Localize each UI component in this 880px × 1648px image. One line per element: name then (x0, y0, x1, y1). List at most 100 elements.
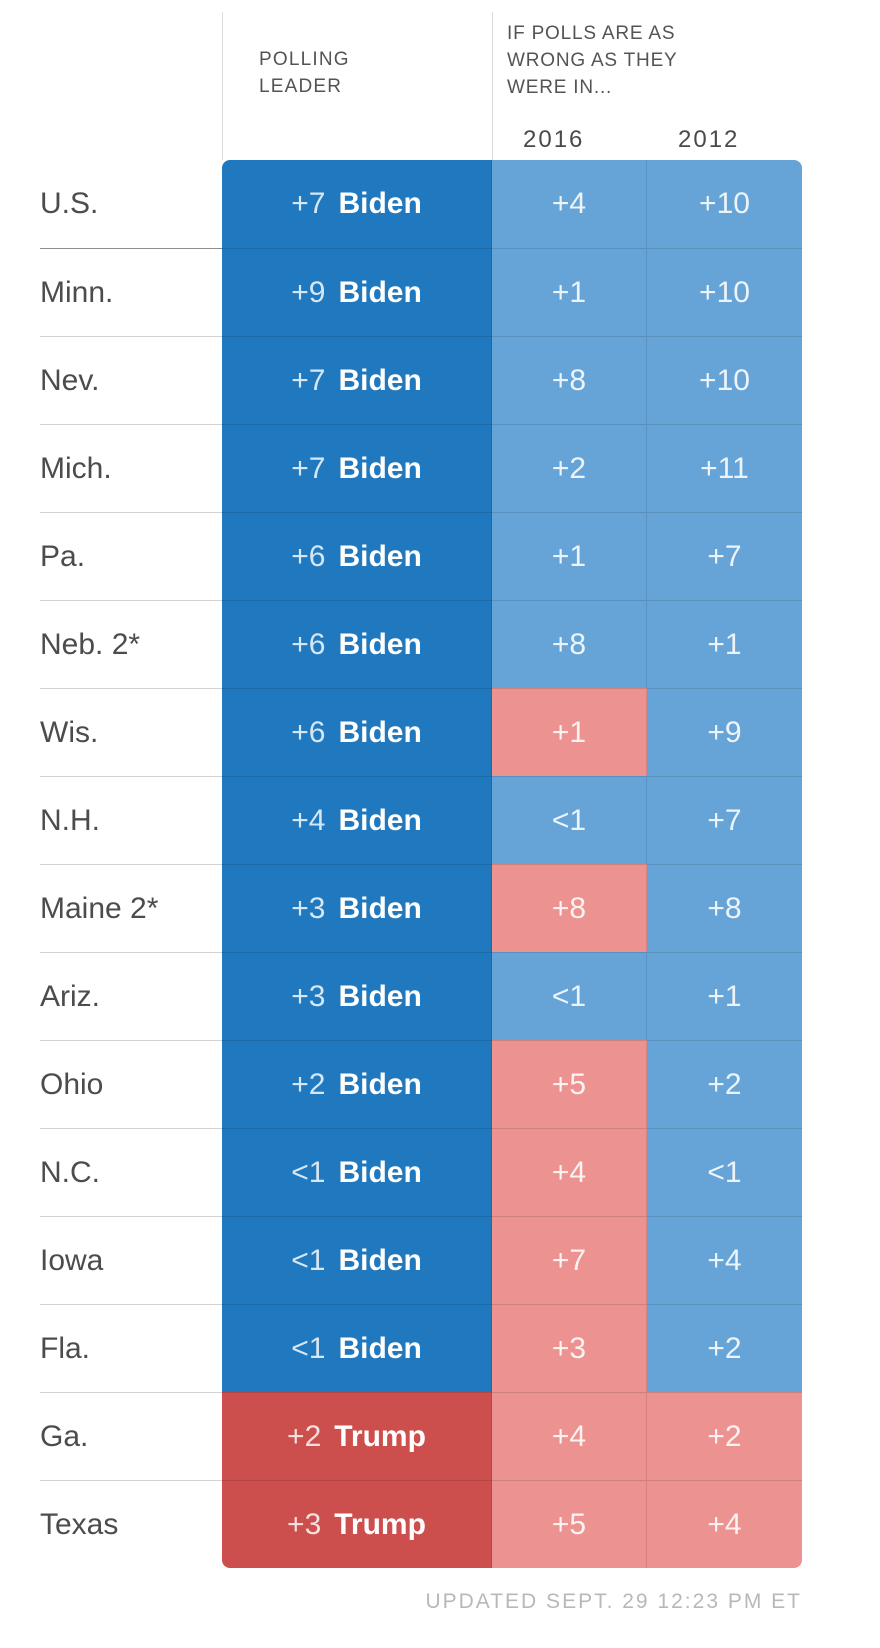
polling-leader-cell: +9 Biden (222, 248, 492, 336)
leader-candidate-name: Biden (338, 1067, 422, 1101)
polling-leader-cell: +2 Trump (222, 1392, 492, 1480)
leader-candidate-name: Biden (338, 715, 422, 749)
leader-candidate-name: Biden (338, 627, 422, 661)
leader-candidate-name: Biden (338, 979, 422, 1013)
leader-margin-value: +2 (287, 1419, 322, 1453)
leader-candidate-name: Biden (338, 891, 422, 925)
leader-candidate-name: Trump (334, 1507, 426, 1541)
table-row: N.C. <1 Biden +4 <1 (40, 1128, 802, 1216)
state-label: Pa. (40, 512, 222, 600)
scenario-2016-cell: <1 (492, 776, 647, 864)
scenario-2012-cell: +2 (647, 1304, 802, 1392)
polling-leader-cell: <1 Biden (222, 1304, 492, 1392)
scenario-2016-cell: +7 (492, 1216, 647, 1304)
table-row: Ohio +2 Biden +5 +2 (40, 1040, 802, 1128)
leader-candidate-name: Trump (334, 1419, 426, 1453)
leader-margin-value: +6 (291, 627, 326, 661)
table-row: Ariz. +3 Biden <1 +1 (40, 952, 802, 1040)
leader-margin-value: +3 (291, 979, 326, 1013)
leader-candidate-name: Biden (338, 451, 422, 485)
leader-margin-value: +2 (291, 1067, 326, 1101)
table-row: Iowa <1 Biden +7 +4 (40, 1216, 802, 1304)
scenario-2012-cell: <1 (647, 1128, 802, 1216)
year-labels-row: 2016 2012 (493, 126, 803, 154)
table-row: Maine 2* +3 Biden +8 +8 (40, 864, 802, 952)
table-row: U.S. +7 Biden +4 +10 (40, 160, 802, 248)
state-label: N.C. (40, 1128, 222, 1216)
leader-candidate-name: Biden (338, 539, 422, 573)
leader-margin-value: +7 (291, 187, 326, 220)
polling-leader-cell: +7 Biden (222, 160, 492, 248)
leader-candidate-name: Biden (338, 1331, 422, 1365)
scenario-2016-cell: +4 (492, 1128, 647, 1216)
year-2016-label: 2016 (523, 126, 585, 153)
header-spacer (40, 12, 222, 160)
leader-margin-value: <1 (291, 1243, 326, 1277)
scenario-2016-cell: +3 (492, 1304, 647, 1392)
year-2012-label: 2012 (678, 126, 740, 153)
leader-margin-value: +6 (291, 539, 326, 573)
scenario-2016-cell: +4 (492, 160, 647, 248)
table-row: Fla. <1 Biden +3 +2 (40, 1304, 802, 1392)
scenario-2012-cell: +9 (647, 688, 802, 776)
table-row: N.H. +4 Biden <1 +7 (40, 776, 802, 864)
state-label: Maine 2* (40, 864, 222, 952)
scenario-2016-cell: +8 (492, 864, 647, 952)
table-row: Ga. +2 Trump +4 +2 (40, 1392, 802, 1480)
table-row: Nev. +7 Biden +8 +10 (40, 336, 802, 424)
leader-margin-value: +3 (287, 1507, 322, 1541)
scenario-2016-cell: +8 (492, 600, 647, 688)
state-label: Neb. 2* (40, 600, 222, 688)
leader-margin-value: +4 (291, 803, 326, 837)
polling-table-graphic: POLLING LEADER IF POLLS ARE AS WRONG AS … (40, 12, 802, 1614)
polling-leader-cell: +3 Biden (222, 952, 492, 1040)
polling-leader-cell: +6 Biden (222, 688, 492, 776)
scenario-2012-cell: +4 (647, 1480, 802, 1568)
leader-candidate-name: Biden (338, 187, 422, 220)
scenario-2012-cell: +1 (647, 600, 802, 688)
polling-leader-cell: +3 Biden (222, 864, 492, 952)
table-body: U.S. +7 Biden +4 +10 Minn. +9 Biden +1 +… (40, 160, 802, 1568)
scenario-2016-cell: +8 (492, 336, 647, 424)
state-label: Texas (40, 1480, 222, 1568)
leader-margin-value: +3 (291, 891, 326, 925)
leader-margin-value: +9 (291, 275, 326, 309)
table-row: Pa. +6 Biden +1 +7 (40, 512, 802, 600)
scenario-2016-cell: +5 (492, 1480, 647, 1568)
polling-leader-cell: +4 Biden (222, 776, 492, 864)
scenario-2012-cell: +1 (647, 952, 802, 1040)
scenario-2012-cell: +8 (647, 864, 802, 952)
leader-candidate-name: Biden (338, 275, 422, 309)
scenario-2016-cell: +1 (492, 248, 647, 336)
scenario-2016-cell: +1 (492, 688, 647, 776)
state-label: Mich. (40, 424, 222, 512)
polling-leader-cell: <1 Biden (222, 1216, 492, 1304)
leader-candidate-name: Biden (338, 1243, 422, 1277)
leader-margin-value: +7 (291, 363, 326, 397)
column-header-scenarios: IF POLLS ARE AS WRONG AS THEY WERE IN...… (492, 12, 802, 160)
scenario-2016-cell: +1 (492, 512, 647, 600)
column-header-polling-leader: POLLING LEADER (222, 12, 492, 160)
scenario-2012-cell: +10 (647, 160, 802, 248)
scenario-2016-cell: <1 (492, 952, 647, 1040)
polling-leader-label: POLLING LEADER (259, 49, 350, 97)
state-label: U.S. (40, 187, 99, 220)
polling-leader-cell: <1 Biden (222, 1128, 492, 1216)
state-label: N.H. (40, 776, 222, 864)
table-row: Minn. +9 Biden +1 +10 (40, 248, 802, 336)
polling-leader-cell: +6 Biden (222, 600, 492, 688)
leader-candidate-name: Biden (338, 1155, 422, 1189)
scenario-2012-cell: +10 (647, 248, 802, 336)
scenario-2016-cell: +2 (492, 424, 647, 512)
table-header: POLLING LEADER IF POLLS ARE AS WRONG AS … (40, 12, 802, 160)
polling-leader-cell: +7 Biden (222, 336, 492, 424)
state-label: Nev. (40, 336, 222, 424)
leader-margin-value: <1 (291, 1331, 326, 1365)
scenario-2016-cell: +4 (492, 1392, 647, 1480)
table-row: Neb. 2* +6 Biden +8 +1 (40, 600, 802, 688)
scenario-header-label: IF POLLS ARE AS WRONG AS THEY WERE IN... (507, 23, 678, 98)
state-label: Iowa (40, 1216, 222, 1304)
scenario-2012-cell: +4 (647, 1216, 802, 1304)
scenario-2016-cell: +5 (492, 1040, 647, 1128)
scenario-2012-cell: +2 (647, 1392, 802, 1480)
